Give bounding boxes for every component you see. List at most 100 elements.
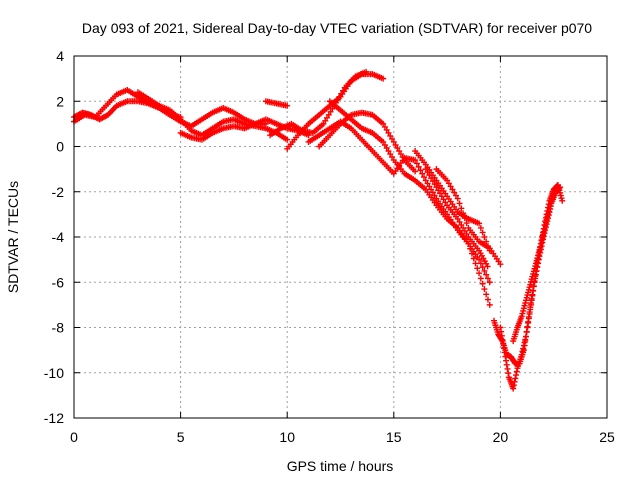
series-track-8	[316, 109, 419, 175]
data-point	[445, 180, 452, 187]
data-point	[431, 192, 438, 199]
data-point	[454, 195, 461, 202]
data-point	[521, 339, 528, 346]
data-point	[530, 283, 537, 290]
data-point	[431, 181, 438, 188]
data-point	[498, 328, 505, 335]
data-point	[381, 123, 388, 130]
data-point	[503, 357, 510, 364]
data-point	[541, 225, 548, 232]
data-point	[483, 271, 490, 278]
series-track-12	[422, 166, 491, 270]
data-point	[512, 375, 519, 382]
y-tick-labels: -12 -10 -8 -6 -4 -2 0 2 4	[44, 48, 64, 426]
data-point	[284, 102, 291, 109]
data-point	[532, 271, 539, 278]
data-point	[524, 323, 531, 330]
data-point	[472, 260, 479, 267]
data-point	[540, 231, 547, 238]
data-point	[449, 186, 456, 193]
data-point	[429, 189, 436, 196]
data-point	[504, 365, 511, 372]
data-point	[526, 309, 533, 316]
data-point	[433, 184, 440, 191]
data-point	[484, 296, 491, 303]
data-point	[463, 230, 470, 237]
data-point	[511, 378, 518, 385]
data-points	[71, 68, 566, 392]
series-track-10	[305, 118, 493, 286]
series-track-16	[510, 186, 559, 345]
data-point	[456, 218, 463, 225]
data-point	[387, 132, 394, 139]
data-point	[527, 299, 534, 306]
grid	[74, 56, 607, 418]
data-point	[513, 372, 520, 379]
data-point	[387, 151, 394, 158]
data-point	[380, 75, 387, 82]
data-point	[477, 275, 484, 282]
series-track-5	[262, 98, 291, 109]
data-point	[537, 240, 544, 247]
data-point	[481, 267, 488, 274]
data-point	[392, 141, 399, 148]
data-point	[451, 189, 458, 196]
data-point	[385, 148, 392, 155]
data-point	[422, 166, 429, 173]
data-point	[518, 351, 525, 358]
y-tick-label: 2	[56, 93, 64, 109]
data-point	[412, 157, 419, 164]
data-point	[476, 270, 483, 277]
data-point	[458, 221, 465, 228]
data-point	[470, 255, 477, 262]
x-tick-label: 20	[493, 429, 509, 445]
data-point	[538, 237, 545, 244]
data-point	[486, 301, 493, 308]
data-point	[380, 138, 387, 145]
data-point	[444, 177, 451, 184]
x-axis-title: GPS time / hours	[287, 458, 394, 474]
data-point	[539, 234, 546, 241]
data-point	[415, 163, 422, 170]
data-point	[519, 348, 526, 355]
data-point	[323, 114, 330, 121]
data-point	[528, 295, 535, 302]
data-point	[525, 318, 532, 325]
series-track-7	[284, 71, 387, 152]
data-point	[500, 345, 507, 352]
data-point	[442, 199, 449, 206]
data-point	[523, 328, 530, 335]
data-point	[417, 167, 424, 174]
data-point	[458, 205, 465, 212]
data-point	[510, 385, 517, 392]
data-point	[520, 342, 527, 349]
data-point	[522, 333, 529, 340]
y-tick-label: -10	[44, 365, 64, 381]
data-point	[481, 234, 488, 240]
y-tick-label: -2	[52, 184, 65, 200]
data-point	[552, 186, 559, 193]
data-point	[461, 215, 468, 222]
data-point	[426, 183, 433, 190]
data-point	[440, 196, 447, 203]
data-point	[429, 178, 436, 185]
chart-title: Day 093 of 2021, Sidereal Day-to-day VTE…	[82, 20, 592, 36]
data-point	[556, 184, 563, 191]
data-point	[438, 193, 445, 200]
data-point	[422, 177, 429, 184]
data-point	[474, 265, 481, 272]
data-point	[513, 368, 520, 375]
data-point	[481, 286, 488, 293]
data-point	[476, 220, 483, 227]
data-point	[520, 345, 527, 352]
data-point	[502, 353, 509, 360]
data-point	[460, 210, 467, 217]
data-point	[501, 349, 508, 356]
data-point	[447, 183, 454, 190]
data-point	[503, 361, 510, 368]
data-point	[484, 263, 491, 270]
data-point	[486, 279, 493, 286]
data-point	[505, 370, 512, 377]
x-tick-label: 10	[279, 429, 295, 445]
